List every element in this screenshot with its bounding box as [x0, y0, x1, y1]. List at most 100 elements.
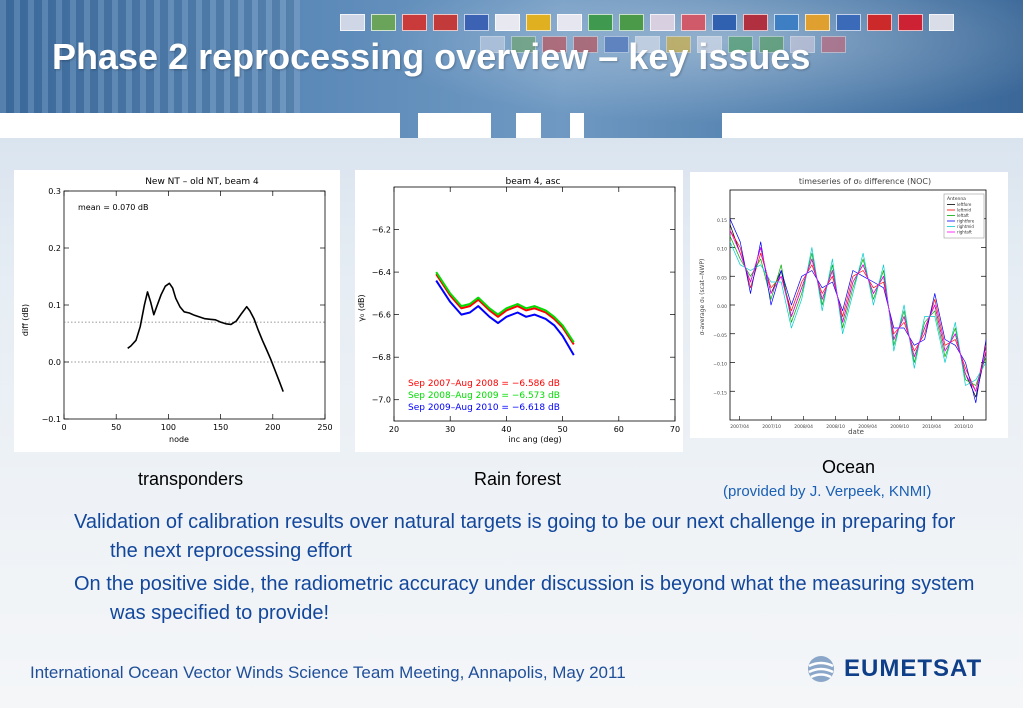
y-tick-label: 0.0 [48, 358, 61, 367]
y-tick-label: 0.05 [717, 275, 727, 281]
flag-icon [681, 14, 706, 31]
white-stripe [516, 113, 541, 138]
series-line [435, 280, 575, 356]
white-stripe-left [0, 113, 400, 138]
x-tick-label: 2007/04 [730, 424, 749, 430]
flag-icon [604, 36, 629, 53]
chart-title: New NT – old NT, beam 4 [145, 177, 259, 187]
y-tick-label: −0.05 [713, 333, 727, 339]
x-axis-label: inc ang (deg) [508, 435, 561, 444]
y-tick-label: −6.6 [372, 311, 391, 320]
globe-icon [808, 656, 834, 682]
flag-icon [697, 36, 722, 53]
flag-icon [526, 14, 551, 31]
x-axis-label: node [169, 435, 189, 444]
flag-icon [464, 14, 489, 31]
x-tick-label: 100 [161, 423, 176, 432]
bullet-item: On the positive side, the radiometric ac… [74, 573, 975, 624]
transponder-chart-panel: New NT – old NT, beam 4 node diff (dB) m… [14, 170, 340, 452]
y-tick-label: −0.10 [713, 362, 727, 368]
y-tick-label: −6.8 [372, 353, 391, 362]
flag-icon [929, 14, 954, 31]
flag-icon [728, 36, 753, 53]
transponder-chart: New NT – old NT, beam 4 node diff (dB) m… [21, 177, 333, 444]
y-tick-label: 0.2 [48, 244, 61, 253]
series-line [729, 241, 987, 386]
rainforest-chart: beam 4, asc inc ang (deg) γ₀ (dB) −7.0 −6… [357, 177, 680, 444]
caption-transponders: transponders [138, 469, 244, 489]
eumetsat-logo: EUMETSAT [806, 654, 982, 684]
flag-row [340, 14, 954, 31]
slide-title: Phase 2 reprocessing overview – key issu… [52, 36, 811, 77]
bullet-list: Validation of calibration results over n… [74, 508, 984, 632]
legend-entry: rightaft [957, 230, 972, 235]
flag-icon [557, 14, 582, 31]
legend-entry: Sep 2009–Aug 2010 = −6.618 dB [408, 403, 560, 413]
flag-icon [821, 36, 846, 53]
ocean-chart: timeseries of σ₀ difference (NOC) date σ… [699, 177, 987, 436]
plot-frame [393, 186, 676, 422]
logo-wordmark: EUMETSAT [844, 655, 983, 682]
white-stripe [418, 113, 491, 138]
legend-entry: rightmid [957, 224, 974, 229]
rainforest-chart-panel: beam 4, asc inc ang (deg) γ₀ (dB) −7.0 −6… [355, 170, 683, 452]
flag-icon [573, 36, 598, 53]
flag-icon [495, 14, 520, 31]
y-tick-label: 0.00 [717, 304, 727, 310]
caption-rainforest: Rain forest [474, 469, 562, 489]
white-stripe-right [722, 113, 1023, 138]
flag-icon [898, 14, 923, 31]
flag-icon [774, 14, 799, 31]
y-axis-label: σ-average σ₀ (scat−NWP) [699, 259, 706, 336]
footer-text: International Ocean Vector Winds Science… [30, 663, 626, 682]
flag-icon [511, 36, 536, 53]
flag-icon [480, 36, 505, 53]
legend-entry: leftaft [957, 213, 969, 218]
flag-icon [371, 14, 396, 31]
flag-icon [666, 36, 691, 53]
x-tick-label: 40 [501, 425, 511, 434]
y-tick-label: −0.1 [42, 415, 61, 424]
flag-icon [619, 14, 644, 31]
x-tick-label: 2008/10 [826, 424, 845, 430]
series-line [435, 271, 575, 343]
flag-icon [635, 36, 660, 53]
caption-ocean: Ocean [822, 457, 876, 477]
x-axis-label: date [848, 428, 864, 436]
bullet-item: Validation of calibration results over n… [74, 511, 956, 562]
x-tick-label: 0 [61, 423, 66, 432]
y-axis-label: diff (dB) [21, 304, 30, 336]
legend-entry: leftfore [957, 202, 972, 207]
series-line [729, 224, 987, 398]
flag-icon [790, 36, 815, 53]
y-tick-label: −6.4 [372, 268, 391, 277]
y-tick-label: −7.0 [372, 396, 391, 405]
flag-icon [433, 14, 458, 31]
y-tick-label: 0.1 [48, 301, 61, 310]
flag-icon [402, 14, 427, 31]
series-line [729, 218, 987, 404]
chart-title: timeseries of σ₀ difference (NOC) [799, 177, 931, 186]
x-tick-label: 150 [213, 423, 228, 432]
flag-row-faded [480, 36, 846, 53]
legend-entry: Sep 2007–Aug 2008 = −6.586 dB [408, 379, 560, 389]
legend-title: Antenna [947, 196, 966, 202]
x-tick-label: 60 [614, 425, 624, 434]
flag-icon [340, 14, 365, 31]
x-tick-label: 2010/10 [954, 424, 973, 430]
series-line [729, 230, 987, 392]
plot-frame [63, 190, 326, 420]
flag-icon [743, 14, 768, 31]
legend-entry: Sep 2008–Aug 2009 = −6.573 dB [408, 391, 560, 401]
flag-icon [867, 14, 892, 31]
flag-icon [650, 14, 675, 31]
flag-icon [836, 14, 861, 31]
x-tick-label: 30 [445, 425, 455, 434]
x-tick-label: 250 [317, 423, 332, 432]
x-tick-label: 2009/04 [858, 424, 877, 430]
y-tick-label: 0.10 [717, 247, 727, 253]
y-tick-label: −0.15 [713, 390, 727, 396]
x-tick-label: 2010/04 [922, 424, 941, 430]
x-tick-label: 2008/04 [794, 424, 813, 430]
flag-icon [805, 14, 830, 31]
